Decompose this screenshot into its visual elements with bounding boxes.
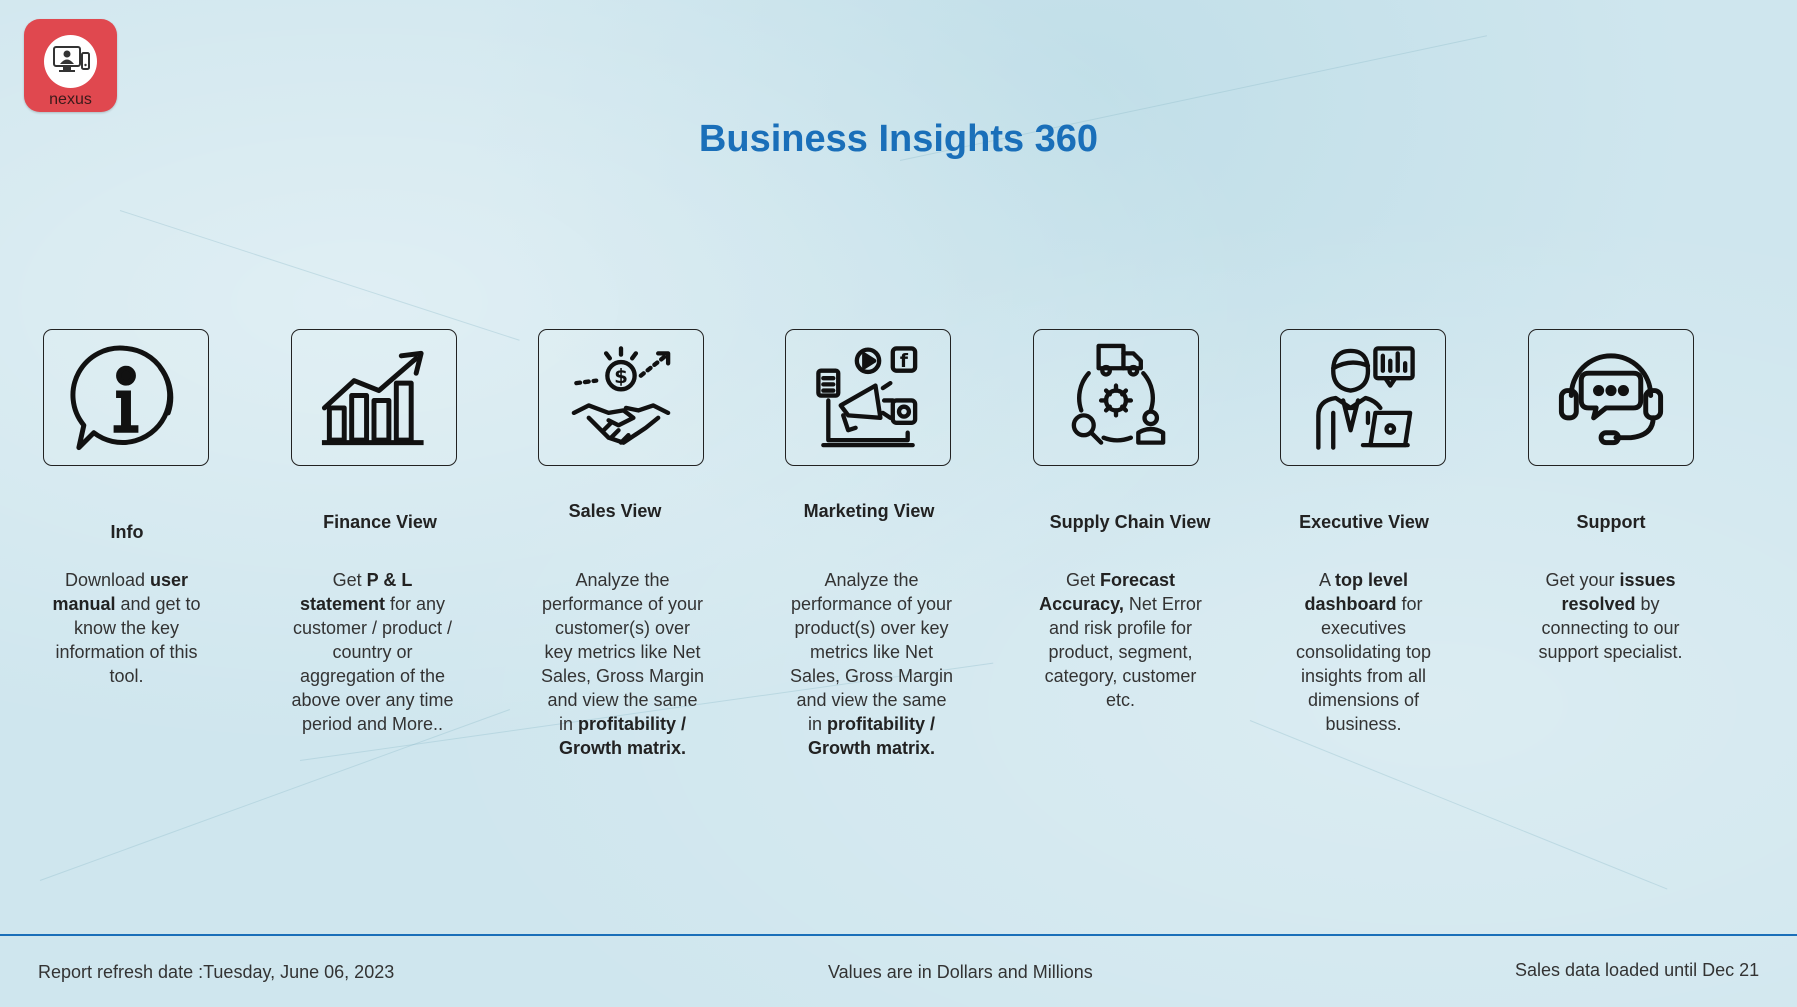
handshake-dollar-icon: $ [571,345,671,445]
card-desc-text: A [1318,570,1335,590]
bar-growth-chart-icon [321,350,424,445]
card-title-info: Info [110,522,144,542]
marketing-view-tile[interactable]: f [785,329,951,466]
info-tile[interactable] [43,329,209,466]
refresh-date: Report refresh date :Tuesday, June 06, 2… [38,962,394,983]
card-title-support: Support [1576,512,1646,532]
data-loaded-note: Sales data loaded until Dec 21 [1515,960,1760,980]
card-desc-text: and get to know the key information of t… [55,594,201,686]
finance-view-tile[interactable] [291,329,457,466]
card-desc-finance: Get P & L statement for any customer / p… [290,568,455,736]
logo-brand-text: nexus [49,91,92,108]
executive-view-tile[interactable] [1280,329,1446,466]
executive-dashboard-icon [1316,345,1415,450]
info-speech-icon [70,345,174,450]
card-desc-emphasis: issues resolved [1561,570,1676,614]
card-desc-executive: A top level dashboard for executives con… [1281,568,1446,736]
refresh-date-value: Tuesday, June 06, 2023 [203,962,395,982]
card-desc-supply-chain: Get Forecast Accuracy, Net Error and ris… [1038,568,1203,712]
card-desc-emphasis: P & L statement [299,570,413,614]
card-desc-text: Download [64,570,151,590]
card-desc-support: Get your issues resolved by connecting t… [1528,568,1693,664]
card-desc-text: Net Error and risk profile for product, … [1044,594,1202,710]
card-desc-text: by connecting to our support specialist. [1538,594,1683,662]
card-title-supply-chain: Supply Chain View [1049,512,1211,532]
card-desc-emphasis: profitability / Growth matrix. [558,714,687,758]
card-desc-emphasis: top level dashboard [1304,570,1409,614]
megaphone-social-icon: f [816,345,918,447]
card-desc-marketing: Analyze the performance of your product(… [789,568,954,760]
card-desc-text: Analyze the performance of your customer… [540,570,705,734]
card-desc-emphasis: profitability / Growth matrix. [807,714,936,758]
footer-divider [0,934,1797,936]
card-title-finance: Finance View [323,512,437,532]
card-title-executive: Executive View [1299,512,1429,532]
refresh-date-label: Report refresh date : [38,962,204,982]
card-desc-text: Analyze the performance of your product(… [789,570,954,734]
background-texture-line [1249,720,1668,890]
sales-view-tile[interactable]: $ [538,329,704,466]
page-title: Business Insights 360 [698,118,1099,160]
support-tile[interactable] [1528,329,1694,466]
svg-text:$: $ [614,365,628,388]
monitor-person-icon [44,35,97,88]
supply-chain-truck-gear-icon [1071,343,1166,445]
card-desc-text: for any customer / product / country or … [291,594,454,734]
card-desc-emphasis: user manual [52,570,189,614]
nexus-logo: nexus [24,19,117,112]
headset-support-icon [1558,352,1664,445]
units-note: Values are in Dollars and Millions [828,962,1093,982]
card-title-sales: Sales View [568,501,662,521]
svg-text:f: f [900,351,909,372]
card-desc-emphasis: Forecast Accuracy, [1039,570,1176,614]
card-desc-text: Get [1065,570,1100,590]
card-desc-text: Get your [1545,570,1620,590]
card-desc-text: Get [332,570,367,590]
background-texture-line [119,210,520,341]
card-title-marketing: Marketing View [803,501,935,521]
card-desc-text: for executives consolidating top insight… [1295,594,1432,734]
card-desc-sales: Analyze the performance of your customer… [540,568,705,760]
card-desc-info: Download user manual and get to know the… [44,568,209,688]
supply-chain-view-tile[interactable] [1033,329,1199,466]
